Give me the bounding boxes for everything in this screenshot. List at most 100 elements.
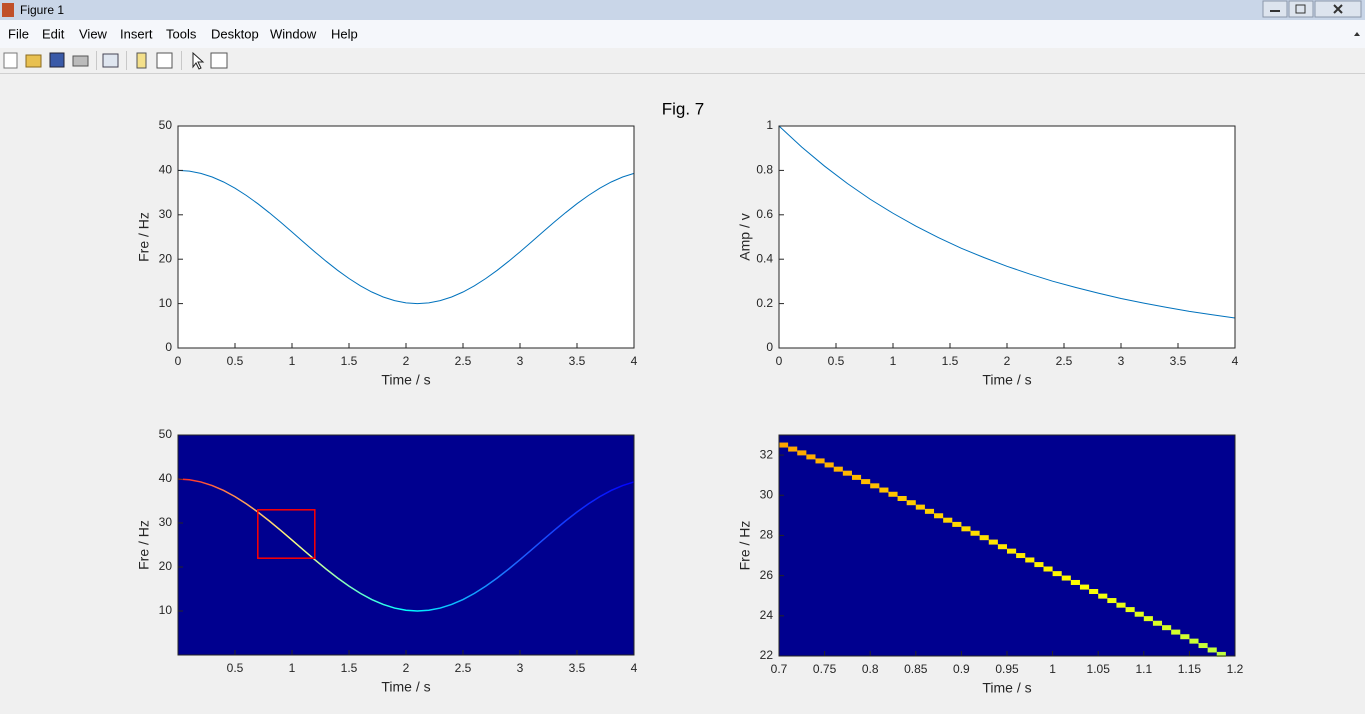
heat-cell: [988, 539, 998, 545]
edit-plot-button[interactable]: [192, 51, 205, 70]
y-axis-label: Fre / Hz: [737, 521, 753, 571]
x-tick-label: 1.05: [1087, 662, 1111, 676]
y-tick-label: 10: [159, 296, 173, 310]
plot-area: [178, 435, 634, 655]
x-tick-label: 0.5: [227, 661, 244, 675]
y-tick-label: 32: [760, 447, 774, 461]
heat-cell: [979, 535, 989, 541]
menu-item[interactable]: File: [8, 26, 29, 41]
dock-arrow[interactable]: [1354, 32, 1360, 36]
menu-item[interactable]: Insert: [120, 26, 153, 41]
x-tick-label: 3: [1118, 354, 1125, 368]
heat-cell: [924, 508, 935, 514]
x-axis-label: Time / s: [381, 679, 430, 695]
x-tick-label: 0.5: [227, 354, 244, 368]
heat-cell: [1089, 589, 1099, 595]
heat-cell: [1070, 579, 1080, 585]
legend-button[interactable]: [156, 52, 173, 69]
heat-cell: [952, 521, 962, 527]
app-icon: [2, 3, 14, 17]
heat-cell: [1171, 629, 1181, 635]
toolbar-icons: [3, 51, 228, 70]
menu-item[interactable]: Desktop: [211, 26, 259, 41]
heat-cell: [1162, 625, 1172, 631]
y-tick-label: 30: [159, 207, 173, 221]
x-tick-label: 2: [403, 354, 410, 368]
toolbar: [0, 48, 1365, 73]
y-tick-label: 1: [766, 118, 773, 132]
x-tick-label: 1.1: [1135, 662, 1152, 676]
heat-cell: [1152, 620, 1163, 626]
y-tick-label: 30: [760, 487, 774, 501]
y-tick-label: 30: [159, 515, 173, 529]
heat-cell: [1043, 566, 1053, 572]
save-button[interactable]: [49, 52, 65, 68]
x-tick-label: 0: [776, 354, 783, 368]
heat-cell: [1079, 584, 1090, 590]
x-tick-label: 1.2: [1227, 662, 1244, 676]
x-tick-label: 1.15: [1178, 662, 1202, 676]
x-axis-label: Time / s: [381, 372, 430, 388]
colorbar-button[interactable]: [136, 52, 147, 69]
property-editor-button[interactable]: [210, 52, 228, 69]
y-tick-label: 50: [159, 118, 173, 132]
heat-cell: [897, 495, 907, 501]
y-tick-label: 0: [766, 340, 773, 354]
open-button[interactable]: [25, 54, 42, 68]
x-tick-label: 3.5: [1170, 354, 1187, 368]
x-tick-label: 3: [517, 661, 524, 675]
y-tick-label: 10: [159, 603, 173, 617]
x-tick-label: 1: [289, 354, 296, 368]
axes-box: [778, 434, 1236, 657]
heat-cell: [915, 504, 925, 510]
new-figure-button[interactable]: [3, 52, 18, 69]
heat-cell: [888, 491, 898, 497]
y-tick-label: 0: [165, 340, 172, 354]
link-button[interactable]: [102, 53, 119, 68]
y-tick-label: 22: [760, 648, 774, 662]
y-axis-label: Amp / v: [737, 213, 753, 260]
heat-cell: [870, 483, 880, 489]
heat-cell: [961, 526, 971, 532]
heat-cell: [1061, 575, 1071, 581]
heat-cell: [906, 500, 916, 506]
minimize-button[interactable]: [1262, 0, 1288, 18]
x-tick-label: 1: [1049, 662, 1056, 676]
heat-cell: [1016, 553, 1026, 559]
menu-item[interactable]: Edit: [42, 26, 65, 41]
heat-cell: [806, 454, 816, 460]
title-bar: [0, 0, 1365, 20]
heat-cell: [861, 479, 871, 485]
menu-item[interactable]: View: [79, 26, 108, 41]
x-tick-label: 3.5: [569, 354, 586, 368]
menu-item[interactable]: Tools: [166, 26, 197, 41]
print-button[interactable]: [72, 55, 89, 67]
heat-cell: [1025, 557, 1035, 563]
x-tick-label: 0.75: [813, 662, 837, 676]
menu-item[interactable]: Help: [331, 26, 358, 41]
heat-cell: [1180, 634, 1190, 640]
x-axis-label: Time / s: [982, 372, 1031, 388]
heat-cell: [842, 470, 852, 476]
y-axis-label: Fre / Hz: [136, 520, 152, 570]
y-tick-label: 0.6: [756, 207, 773, 221]
plot-area: [178, 126, 634, 348]
y-tick-label: 0.8: [756, 163, 773, 177]
ridge-line: [177, 478, 635, 612]
x-tick-label: 0.95: [995, 662, 1019, 676]
y-tick-label: 40: [159, 163, 173, 177]
x-tick-label: 1: [890, 354, 897, 368]
heat-cell: [1189, 638, 1199, 644]
axes-box: [778, 125, 1236, 349]
data-line: [177, 169, 635, 305]
restore-button[interactable]: [1288, 0, 1314, 18]
menu-item[interactable]: Window: [270, 26, 317, 41]
heat-cell: [970, 530, 980, 536]
x-tick-label: 1: [289, 661, 296, 675]
heat-cell: [1007, 548, 1017, 554]
menu-bar: [0, 20, 1365, 48]
x-tick-label: 0.85: [904, 662, 928, 676]
heat-cell: [1107, 598, 1117, 604]
heat-cell: [797, 450, 807, 456]
